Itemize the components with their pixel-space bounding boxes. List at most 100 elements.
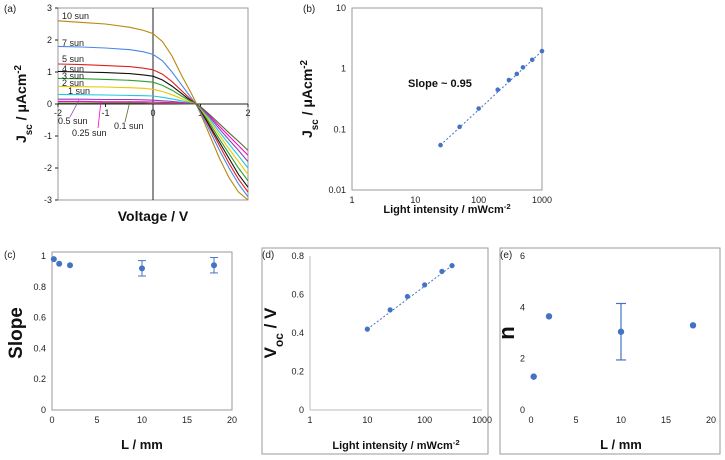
panel-e-data-point — [617, 328, 625, 335]
panel-a-x-title: Voltage / V — [118, 208, 189, 224]
panel-c-data-point — [50, 256, 57, 263]
panel-c-y-title: Slope — [6, 307, 27, 359]
panel-d-xtick-label: 10 — [362, 415, 372, 425]
panel-a-series-label: 2 sun — [62, 78, 84, 88]
panel-c-ytick-label: 1 — [41, 251, 46, 261]
panel-b-data-point — [529, 57, 535, 63]
panel-a-xtick-label: -2 — [54, 108, 62, 118]
panel-d-ytick-label: 0.4 — [291, 328, 304, 338]
panel-a-series-line — [57, 85, 249, 175]
panel-a-xtick-label: 2 — [245, 108, 250, 118]
panel-d: (d) 1 10 100 1000 0 0.2 0.4 0.6 0.8 Light intensit… — [261, 247, 492, 455]
panel-d-data-point — [404, 293, 411, 300]
panel-b: (b) 1 10 100 1000 0.01 0.1 1 10 Slope ~ 0.95 Light… — [299, 3, 553, 216]
panel-d-ytick-label: 0.6 — [291, 290, 304, 300]
panel-e: (e) 0 5 10 15 20 0 2 4 6 L / mm n — [494, 247, 721, 455]
panel-d-ytick-label: 0 — [299, 405, 304, 415]
panel-e-xtick-label: 5 — [573, 415, 578, 425]
panel-a-series-label: 3 sun — [62, 71, 84, 81]
panel-a-series-label: 7 sun — [62, 38, 84, 48]
panel-e-ytick-label: 0 — [520, 405, 525, 415]
panel-a-series-line — [57, 93, 249, 169]
panel-a-series-label: 0.5 sun — [58, 116, 88, 126]
panel-a-label: (a) — [4, 4, 16, 15]
panel-c-ytick-label: 0.8 — [33, 282, 46, 292]
panel-c-frame — [51, 251, 233, 411]
panel-b-xtick-label: 100 — [471, 195, 486, 205]
panel-a-leader-line — [124, 100, 131, 123]
panel-c-xtick-label: 20 — [227, 415, 237, 425]
panel-c-xtick-label: 5 — [94, 415, 99, 425]
panel-d-xtick-label: 1000 — [472, 415, 492, 425]
panel-a-ytick-label: 0 — [47, 99, 52, 109]
panel-a-leader-line — [97, 100, 102, 129]
panel-e-data-point — [530, 373, 537, 380]
panel-b-label: (b) — [303, 4, 315, 15]
panel-c: (c) 0 5 10 15 20 0 0.2 0.4 0.6 0.8 1 L / mm Slope — [4, 250, 237, 452]
panel-a-ytick-label: -3 — [44, 195, 52, 205]
panel-a-series-line — [58, 102, 249, 151]
panel-c-data-point — [139, 265, 145, 272]
panel-c-ytick-label: 0.2 — [33, 374, 46, 384]
panel-d-data-point — [364, 326, 370, 332]
panel-a-ytick-label: 2 — [47, 35, 52, 45]
panel-d-label: (d) — [262, 250, 274, 261]
panel-a-series-label: 4 sun — [62, 64, 84, 74]
panel-a-series-line — [57, 45, 249, 198]
panel-b-data-point — [514, 71, 520, 77]
panel-d-ytick-label: 0.8 — [291, 251, 304, 261]
panel-b-ytick-label: 10 — [336, 3, 346, 13]
panel-b-ytick-label: 0.01 — [328, 185, 346, 195]
panel-c-data-point — [67, 262, 73, 269]
panel-b-y-title: Jsc / μAcm-2 — [299, 59, 321, 138]
panel-b-xtick-label: 1 — [349, 195, 354, 205]
panel-e-ytick-label: 6 — [520, 251, 525, 261]
panel-b-ytick-label: 1 — [341, 64, 346, 74]
panel-e-xtick-label: 0 — [528, 415, 533, 425]
panel-b-x-title: Light intensity / mWcm-2 — [383, 202, 510, 217]
panel-d-y-title: Voc / V — [261, 307, 286, 358]
panel-c-xtick-label: 15 — [182, 415, 192, 425]
panel-a-series-line — [58, 100, 249, 156]
panel-e-x-title: L / mm — [600, 437, 642, 452]
panel-a-series-line — [58, 98, 249, 162]
panel-a-series-line — [57, 63, 249, 193]
panel-d-data-point — [439, 268, 445, 274]
panel-b-data-point — [457, 124, 462, 130]
panel-c-x-title: L / mm — [121, 437, 163, 452]
panel-e-data-point — [689, 322, 697, 329]
panel-b-ytick-label: 0.1 — [333, 124, 346, 134]
panel-a-series-line — [57, 70, 249, 188]
panel-e-ytick-label: 2 — [520, 354, 525, 364]
panel-a-series-label: 5 sun — [62, 54, 84, 64]
panel-a-leader-line — [69, 99, 80, 118]
panel-e-data-point — [545, 313, 553, 320]
panel-a-xtick-label: 0 — [150, 108, 155, 118]
panel-a-ytick-label: -1 — [44, 131, 52, 141]
panel-e-frame — [499, 247, 721, 455]
panel-b-xtick-label: 10 — [410, 195, 420, 205]
panel-c-ytick-label: 0.6 — [33, 313, 46, 323]
panel-b-data-point — [438, 142, 443, 148]
panel-a-ytick-label: 3 — [47, 3, 52, 13]
panel-b-data-point — [506, 77, 512, 83]
panel-c-data-point — [56, 260, 63, 267]
panel-a-series-label: 1 sun — [68, 86, 90, 96]
panel-b-data-point — [539, 48, 545, 54]
panel-c-ytick-label: 0 — [41, 405, 46, 415]
panel-d-data-point — [449, 263, 455, 269]
panel-c-xtick-label: 10 — [137, 415, 147, 425]
panel-b-frame — [351, 7, 543, 191]
panel-c-xtick-label: 0 — [49, 415, 54, 425]
panel-b-xtick-label: 1000 — [532, 195, 552, 205]
panel-b-data-point — [495, 87, 501, 93]
panel-c-ytick-label: 0.4 — [33, 343, 46, 353]
panel-d-frame — [261, 247, 489, 455]
panel-e-ytick-label: 4 — [520, 302, 525, 312]
panel-a-series-label: 10 sun — [62, 11, 89, 21]
panel-b-data-point — [476, 106, 481, 111]
panel-d-data-point — [422, 282, 428, 288]
panel-a-ytick-label: -2 — [44, 163, 52, 173]
